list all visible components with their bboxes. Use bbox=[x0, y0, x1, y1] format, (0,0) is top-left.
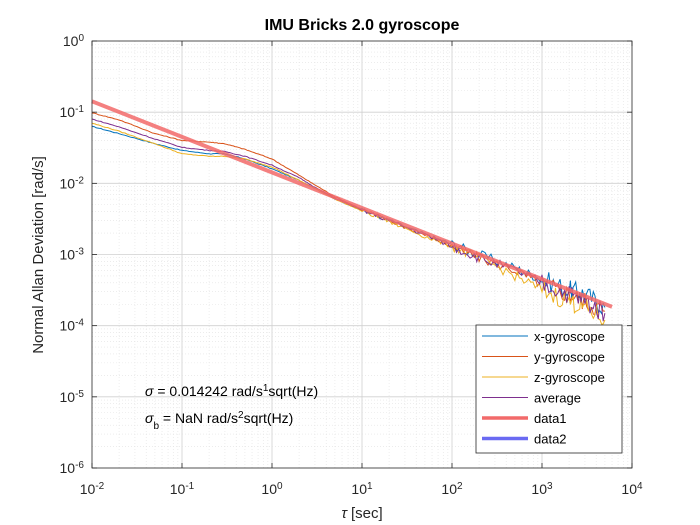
legend-label-x-gyroscope: x-gyroscope bbox=[534, 329, 605, 344]
series-layer bbox=[91, 99, 613, 325]
x-tick-label: 104 bbox=[621, 481, 643, 498]
y-tick-label: 10-1 bbox=[60, 104, 85, 121]
axis-ticks bbox=[91, 40, 633, 469]
series-line-data1 bbox=[91, 99, 613, 309]
x-axis-label-unit: [sec] bbox=[351, 505, 383, 522]
legend-entries: x-gyroscope y-gyroscope z-gyroscope average… bbox=[482, 329, 605, 447]
x-tick-label: 102 bbox=[441, 481, 463, 498]
legend-label-y-gyroscope: y-gyroscope bbox=[534, 350, 605, 365]
legend-box bbox=[475, 324, 623, 454]
x-tick-label: 100 bbox=[261, 481, 283, 498]
x-tick-label: 101 bbox=[351, 481, 373, 498]
x-axis-label-symbol: τ bbox=[341, 505, 348, 522]
sigma-annotation: σ = 0.014242 rad/s1sqrt(Hz) bbox=[145, 383, 318, 400]
y-tick-label: 10-3 bbox=[60, 246, 85, 263]
y-tick-labels: 10-6 10-5 10-4 10-3 10-2 10-1 100 bbox=[60, 33, 85, 477]
chart-title: IMU Bricks 2.0 gyroscope bbox=[265, 17, 460, 34]
y-tick-label: 10-2 bbox=[60, 175, 85, 192]
legend-label-z-gyroscope: z-gyroscope bbox=[534, 370, 605, 385]
y-tick-label: 100 bbox=[63, 33, 85, 50]
annotations: σ = 0.014242 rad/s1sqrt(Hz) σb = NaN rad… bbox=[145, 383, 318, 432]
x-tick-labels: 10-2 10-1 100 101 102 103 104 bbox=[80, 481, 643, 498]
y-tick-label: 10-5 bbox=[60, 388, 85, 405]
legend-label-data1: data1 bbox=[534, 411, 567, 426]
x-axis-label: τ [sec] bbox=[341, 505, 382, 522]
y-tick-label: 10-6 bbox=[60, 460, 85, 477]
y-axis-label: Normal Allan Deviation [rad/s] bbox=[30, 156, 47, 354]
x-tick-label: 103 bbox=[531, 481, 553, 498]
y-tick-label: 10-4 bbox=[60, 317, 85, 334]
x-tick-label: 10-2 bbox=[80, 481, 105, 498]
legend-label-average: average bbox=[534, 391, 581, 406]
legend: x-gyroscope y-gyroscope z-gyroscope average… bbox=[475, 324, 623, 454]
sigma-b-annotation: σb = NaN rad/s2sqrt(Hz) bbox=[145, 410, 293, 432]
x-tick-label: 10-1 bbox=[170, 481, 195, 498]
legend-label-data2: data2 bbox=[534, 432, 567, 447]
